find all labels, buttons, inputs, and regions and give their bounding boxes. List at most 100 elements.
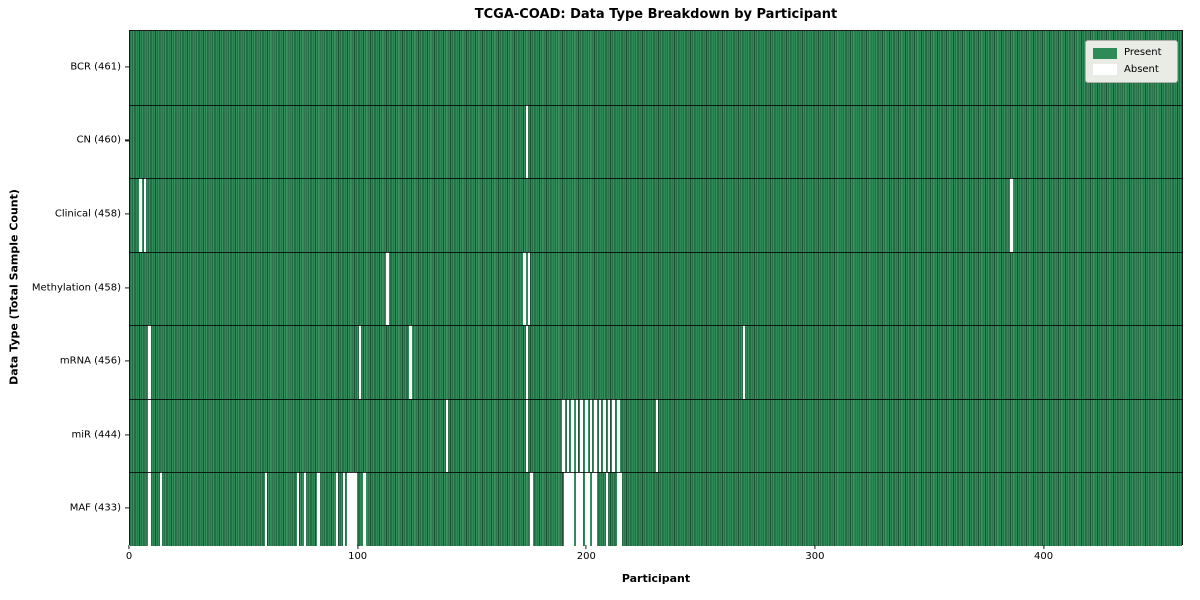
absent-bar bbox=[742, 325, 746, 399]
x-tick-label: 400 bbox=[1033, 551, 1054, 562]
absent-bar bbox=[605, 472, 609, 546]
row-methylation bbox=[130, 251, 1182, 326]
y-tick-mark bbox=[125, 507, 129, 509]
absent-bar bbox=[525, 104, 529, 179]
row-divider bbox=[130, 251, 1182, 253]
absent-bar bbox=[317, 472, 321, 546]
x-tick-mark bbox=[128, 545, 130, 549]
y-tick-label: Methylation (458) bbox=[31, 282, 121, 293]
absent-bar bbox=[296, 472, 300, 546]
row-bcr bbox=[130, 31, 1182, 105]
absent-bar bbox=[523, 251, 526, 326]
row-cn bbox=[130, 104, 1182, 179]
absent-bar bbox=[584, 398, 588, 473]
absent-bar bbox=[148, 472, 151, 546]
absent-bar bbox=[616, 472, 620, 546]
row-divider bbox=[130, 104, 1182, 106]
absent-bar bbox=[575, 472, 579, 546]
absent-bar bbox=[139, 178, 142, 252]
absent-bar bbox=[303, 472, 307, 546]
row-mir bbox=[130, 398, 1182, 473]
y-tick-mark bbox=[125, 213, 129, 215]
absent-bar bbox=[594, 398, 597, 473]
absent-bar bbox=[603, 398, 606, 473]
absent-bar bbox=[408, 325, 412, 399]
absent-bar bbox=[525, 398, 529, 473]
y-tick-label: Clinical (458) bbox=[54, 208, 121, 220]
absent-bar bbox=[566, 472, 570, 546]
y-tick-mark bbox=[125, 66, 129, 68]
y-tick-label: CN (460) bbox=[76, 134, 121, 146]
absent-bar bbox=[351, 472, 355, 546]
legend-present-label: Present bbox=[1124, 47, 1162, 59]
legend: Present Absent bbox=[1085, 40, 1178, 83]
absent-bar bbox=[347, 472, 350, 546]
absent-bar bbox=[264, 472, 268, 546]
x-axis-label: Participant bbox=[621, 572, 691, 585]
absent-bar bbox=[587, 472, 590, 546]
absent-bar bbox=[148, 325, 151, 399]
absent-bar bbox=[580, 398, 583, 473]
x-tick-mark bbox=[1042, 545, 1045, 549]
x-tick-label: 0 bbox=[125, 551, 133, 562]
absent-bar bbox=[584, 472, 588, 546]
absent-bar bbox=[363, 472, 366, 546]
legend-entry-absent: Absent bbox=[1093, 63, 1170, 76]
y-tick-label: MAF (433) bbox=[69, 502, 121, 514]
y-tick-label: miR (444) bbox=[71, 429, 121, 441]
absent-bar bbox=[342, 472, 346, 546]
absent-bar bbox=[562, 398, 565, 473]
absent-bar bbox=[159, 472, 163, 546]
row-divider bbox=[130, 178, 1182, 180]
absent-bar bbox=[616, 398, 620, 473]
chart-title: TCGA-COAD: Data Type Breakdown by Partic… bbox=[474, 7, 838, 22]
absent-bar bbox=[148, 398, 151, 473]
absent-bar bbox=[566, 398, 570, 473]
absent-bar bbox=[1010, 178, 1013, 252]
absent-bar bbox=[358, 325, 362, 399]
absent-bar bbox=[568, 472, 572, 546]
y-tick-mark bbox=[125, 434, 129, 436]
absent-bar bbox=[591, 472, 595, 546]
absent-bar bbox=[655, 398, 659, 473]
x-tick-label: 300 bbox=[805, 551, 825, 562]
row-divider bbox=[130, 398, 1182, 400]
absent-bar bbox=[530, 472, 533, 546]
absent-bar bbox=[527, 251, 531, 326]
absent-bar bbox=[349, 472, 353, 546]
absent-bar bbox=[607, 398, 611, 473]
y-tick-mark bbox=[125, 286, 129, 289]
absent-bar bbox=[335, 472, 339, 546]
absent-bar bbox=[580, 472, 583, 546]
y-tick-label: BCR (461) bbox=[70, 61, 121, 73]
absent-bar bbox=[143, 178, 147, 252]
x-tick-mark bbox=[814, 545, 816, 549]
absent-bar bbox=[571, 398, 574, 473]
absent-bar bbox=[571, 472, 574, 546]
absent-bar bbox=[619, 472, 622, 546]
absent-bar bbox=[598, 398, 602, 473]
absent-bar bbox=[386, 251, 389, 326]
x-tick-label: 100 bbox=[348, 551, 368, 562]
absent-bar bbox=[525, 325, 529, 399]
absent-bar bbox=[589, 398, 593, 473]
row-mrna bbox=[130, 325, 1182, 399]
absent-bar bbox=[445, 398, 449, 473]
x-tick-label: 200 bbox=[576, 551, 596, 562]
present-swatch-icon bbox=[1093, 47, 1117, 59]
absent-bar bbox=[564, 472, 567, 546]
x-tick-mark bbox=[585, 545, 587, 549]
legend-absent-label: Absent bbox=[1124, 63, 1159, 75]
absent-bar bbox=[354, 472, 357, 546]
row-divider bbox=[130, 472, 1182, 474]
absent-bar bbox=[612, 398, 615, 473]
y-tick-mark bbox=[125, 139, 129, 141]
y-tick-label: mRNA (456) bbox=[59, 355, 121, 367]
row-clinical bbox=[130, 178, 1182, 252]
absent-bar bbox=[575, 398, 579, 473]
absent-bar bbox=[594, 472, 597, 546]
absent-bar bbox=[578, 472, 581, 546]
legend-entry-present: Present bbox=[1093, 47, 1170, 59]
x-tick-mark bbox=[357, 545, 359, 549]
